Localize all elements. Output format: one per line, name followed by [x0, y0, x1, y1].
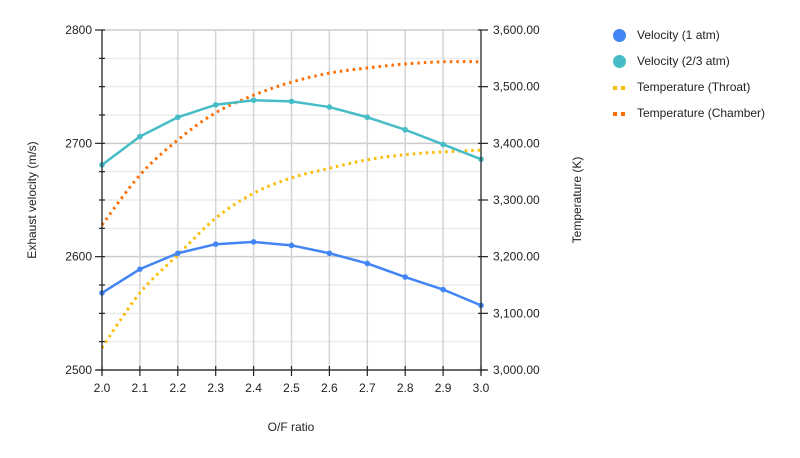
x-tick-label: 2.4	[245, 381, 262, 395]
data-point[interactable]	[402, 126, 409, 133]
y-axis-right-title: Temperature (K)	[570, 157, 584, 244]
legend-item-temperature-chamber[interactable]: Temperature (Chamber)	[612, 100, 765, 126]
data-point[interactable]	[288, 98, 295, 105]
data-point[interactable]	[326, 104, 333, 110]
y-right-tick-label: 3,200.00	[493, 250, 540, 264]
y-left-tick-label: 2500	[65, 363, 92, 377]
x-tick-label: 2.1	[132, 381, 149, 395]
x-tick-label: 2.8	[397, 381, 414, 395]
x-tick-label: 2.2	[169, 381, 186, 395]
legend-label: Velocity (1 atm)	[637, 28, 720, 42]
data-point[interactable]	[364, 260, 371, 267]
data-point[interactable]	[326, 250, 333, 257]
y-right-tick-label: 3,300.00	[493, 193, 540, 207]
x-tick-label: 2.0	[94, 381, 111, 395]
data-point[interactable]	[137, 266, 143, 272]
data-point[interactable]	[137, 133, 143, 140]
y-left-tick-label: 2700	[65, 136, 92, 150]
data-point[interactable]	[440, 141, 446, 148]
legend-dot-icon	[613, 54, 626, 68]
legend-item-velocity-2-3atm[interactable]: Velocity (2/3 atm)	[612, 48, 765, 74]
y-axis-left-title: Exhaust velocity (m/s)	[25, 141, 39, 258]
data-point[interactable]	[364, 114, 371, 121]
series-line-temperature-chamber-[interactable]	[100, 60, 482, 226]
legend-item-velocity-1atm[interactable]: Velocity (1 atm)	[612, 22, 765, 48]
legend-dot-icon	[613, 28, 626, 42]
data-point[interactable]	[288, 242, 295, 249]
y-right-tick-label: 3,000.00	[493, 363, 540, 377]
axes: 2500 2600 2700 2800 3,000.00 3,100.00 3,200.00…	[65, 23, 540, 395]
y-right-tick-label: 3,400.00	[493, 136, 540, 150]
data-point[interactable]	[250, 97, 257, 104]
data-point[interactable]	[212, 102, 219, 108]
series-layer	[99, 60, 484, 349]
data-point[interactable]	[440, 286, 446, 293]
y-left-tick-label: 2600	[65, 250, 92, 264]
legend-dash-icon	[612, 81, 627, 94]
data-point[interactable]	[212, 241, 219, 247]
x-tick-label: 2.7	[359, 381, 376, 395]
data-point[interactable]	[250, 239, 257, 245]
legend-label: Temperature (Chamber)	[637, 106, 766, 120]
data-point[interactable]	[402, 274, 409, 280]
x-tick-label: 2.3	[207, 381, 224, 395]
data-point[interactable]	[175, 114, 181, 121]
legend: Velocity (1 atm) Velocity (2/3 atm) Temp…	[612, 22, 765, 126]
data-point[interactable]	[175, 250, 181, 257]
x-tick-label: 2.5	[283, 381, 300, 395]
series-line-temperature-throat-[interactable]	[100, 148, 482, 349]
x-tick-label: 3.0	[473, 381, 490, 395]
legend-item-temperature-throat[interactable]: Temperature (Throat)	[612, 74, 765, 100]
y-right-tick-label: 3,500.00	[493, 80, 540, 94]
x-axis-title: O/F ratio	[268, 420, 315, 434]
x-tick-label: 2.9	[435, 381, 452, 395]
legend-dash-icon	[612, 107, 627, 120]
x-tick-label: 2.6	[321, 381, 338, 395]
y-left-tick-label: 2800	[65, 23, 92, 37]
y-right-tick-label: 3,100.00	[493, 306, 540, 320]
gridlines	[101, 29, 482, 371]
legend-label: Temperature (Throat)	[637, 80, 751, 94]
y-right-tick-label: 3,600.00	[493, 23, 540, 37]
legend-label: Velocity (2/3 atm)	[637, 54, 730, 68]
